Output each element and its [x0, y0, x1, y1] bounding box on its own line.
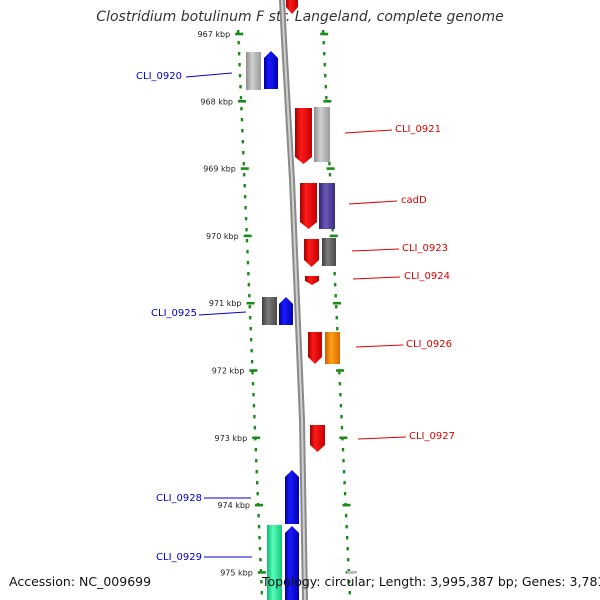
kbp-tick-mark: [257, 571, 266, 574]
track-end-marker: [347, 571, 357, 574]
gene-arrow-cli0920-grey: [246, 52, 261, 90]
gene-arrow-cli0924: [305, 276, 319, 285]
genome-title: Clostridium botulinum F str. Langeland, …: [96, 9, 504, 25]
gene-label-cli0924[interactable]: CLI_0924: [404, 271, 450, 282]
gene-arrow-cli0921-grey: [314, 107, 330, 162]
gene-arrow-cli0926-orange: [325, 332, 340, 364]
gene-arrow-cadd: [300, 183, 317, 229]
kbp-tick-mark: [252, 436, 261, 440]
kbp-tick-mark: [240, 167, 249, 170]
genome-backbone-highlight: [281, 0, 306, 600]
kbp-tick-label: 972 kbp: [212, 367, 245, 376]
kbp-tick-label: 971 kbp: [209, 299, 242, 308]
gene-label-leader-line: [357, 436, 407, 440]
gene-label-leader-line: [198, 311, 247, 316]
gene-arrow-cli0925: [279, 297, 293, 325]
kbp-tick-mark: [235, 32, 244, 36]
gene-label-cli0920[interactable]: CLI_0920: [136, 71, 182, 82]
gene-label-cli0926[interactable]: CLI_0926: [406, 339, 452, 350]
gene-label-leader-line: [352, 276, 401, 280]
gene-arrow-cli0923: [304, 239, 319, 267]
gene-arrow-cli0920: [264, 51, 278, 89]
inner-track-dots: [237, 30, 264, 595]
gene-arrow-cadd-purple: [319, 183, 335, 229]
kbp-tick-mark-outer: [332, 301, 341, 305]
kbp-tick-mark: [243, 234, 252, 238]
gene-label-leader-line: [348, 200, 398, 205]
kbp-tick-mark-outer: [326, 167, 335, 170]
gene-label-cli0921[interactable]: CLI_0921: [395, 124, 441, 135]
kbp-tick-mark: [238, 100, 247, 103]
gene-arrow-cli0926: [308, 332, 322, 364]
gene-arrow-top-partial: [286, 0, 298, 14]
accession-text: Accession: NC_009699: [9, 574, 152, 589]
gene-label-cli0923[interactable]: CLI_0923: [402, 243, 448, 254]
gene-label-cadd[interactable]: cadD: [401, 195, 427, 206]
gene-arrow-cli0923-grey: [322, 238, 336, 266]
kbp-tick-mark-outer: [323, 100, 332, 103]
gene-arrow-cli0929: [285, 526, 299, 600]
kbp-tick-mark-outer: [320, 32, 329, 36]
kbp-tick-mark-outer: [342, 503, 351, 507]
kbp-tick-label: 975 kbp: [220, 568, 253, 577]
topology-text: Topology: circular; Length: 3,995,387 bp…: [262, 574, 600, 589]
kbp-tick-mark-outer: [339, 436, 348, 440]
gene-label-cli0925[interactable]: CLI_0925: [151, 308, 197, 319]
kbp-tick-label: 969 kbp: [203, 165, 236, 174]
kbp-tick-label: 974 kbp: [217, 501, 250, 510]
gene-arrow-cli0925-grey: [262, 297, 277, 325]
gene-label-leader-line: [344, 129, 393, 134]
gene-label-cli0929[interactable]: CLI_0929: [156, 552, 202, 563]
gene-label-leader-line: [351, 248, 400, 252]
gene-arrow-cli0921: [295, 108, 312, 164]
kbp-tick-mark-outer: [336, 369, 345, 372]
kbp-tick-label: 967 kbp: [198, 30, 231, 39]
gene-arrow-cli0927: [310, 425, 325, 452]
gene-label-leader-line: [185, 72, 233, 78]
kbp-tick-mark: [246, 301, 255, 305]
kbp-tick-mark: [249, 369, 258, 372]
kbp-tick-label: 968 kbp: [200, 97, 233, 106]
gene-label-cli0928[interactable]: CLI_0928: [156, 493, 202, 504]
kbp-tick-mark-outer: [329, 234, 338, 238]
kbp-tick-mark: [255, 503, 264, 507]
gene-label-cli0927[interactable]: CLI_0927: [409, 431, 455, 442]
gene-arrow-cli0928: [285, 470, 299, 524]
gene-label-leader-line: [355, 344, 404, 348]
gene-arrow-cli0929-green: [267, 525, 282, 600]
kbp-tick-label: 970 kbp: [206, 232, 239, 241]
kbp-tick-label: 973 kbp: [215, 434, 248, 443]
